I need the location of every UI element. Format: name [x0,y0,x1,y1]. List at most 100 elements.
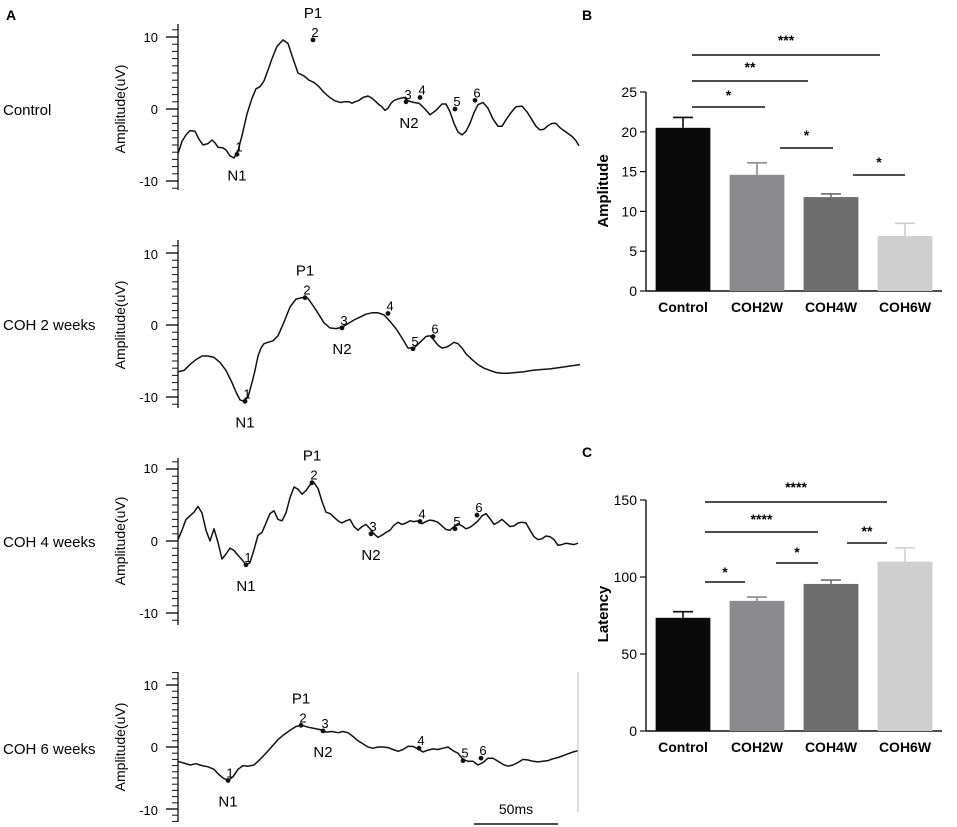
row-label: COH 4 weeks [3,534,96,551]
peak-marker [234,151,240,157]
peak-marker [320,728,326,734]
peak-component-label: P1 [292,690,310,707]
y-tick-label: -10 [139,174,158,189]
peak-marker [460,758,466,764]
y-axis-label: Latency [595,585,612,642]
y-tick-label: 100 [614,569,638,585]
peak-component-label: P1 [304,5,322,22]
x-tick-label: Control [658,299,708,315]
bar [877,236,933,291]
y-axis-label: Amplitude(uV) [112,281,128,370]
bar [655,617,711,731]
y-axis-label: Amplitude [595,154,612,227]
x-tick-label: COH2W [731,739,784,755]
peak-marker [368,531,374,537]
y-tick-label: 50 [621,646,637,662]
y-axis-label: Amplitude(uV) [112,703,128,792]
y-tick-label: -10 [139,606,158,621]
significance-label: **** [751,511,773,527]
peak-component-label: N2 [361,547,380,564]
waveform-panel-coh-6-weeks: COH 6 weeks Amplitude(uV) 10 0 -10 12 345… [3,672,579,822]
peak-number-label: 6 [475,500,482,515]
x-tick-label: COH2W [731,299,784,315]
peak-marker [403,99,409,105]
y-tick-label: 10 [144,678,158,693]
y-tick-label: 0 [151,318,158,333]
panel-label-b: B [582,7,592,23]
significance-label: * [722,564,728,580]
y-tick-label: -10 [139,390,158,405]
y-tick-label: 25 [621,84,637,100]
y-tick-label: 10 [144,30,158,45]
peak-number-label: 4 [418,82,425,97]
peak-number-label: 3 [340,313,347,328]
peak-marker [385,311,391,316]
peak-marker [309,480,315,486]
peak-number-label: 5 [411,334,418,349]
peak-number-label: 2 [311,25,318,40]
significance-label: **** [785,479,807,495]
peak-number-label: 2 [303,283,310,298]
peak-component-label: N1 [236,578,255,595]
significance-label: * [726,87,732,103]
peak-component-label: N2 [399,115,418,132]
peak-marker [242,398,248,404]
y-tick-label: 150 [614,492,638,508]
significance-label: ** [862,523,873,539]
peak-marker [417,95,423,100]
row-label: COH 2 weeks [3,317,96,334]
peak-component-label: N1 [227,167,246,184]
y-tick-label: 20 [621,124,637,140]
peak-number-label: 4 [417,733,424,748]
peak-marker [478,755,484,761]
peak-marker [416,745,422,751]
peak-number-label: 1 [244,550,251,565]
peak-number-label: 6 [431,322,438,337]
peak-number-label: 2 [310,468,317,483]
y-axis-label: Amplitude(uV) [112,65,128,154]
bar [803,197,859,291]
peak-number-label: 2 [299,710,306,725]
y-tick-label: -10 [139,803,158,818]
significance-label: * [876,154,882,170]
significance-label: * [794,544,800,560]
y-axis-label: Amplitude(uV) [112,497,128,586]
peak-marker [430,334,436,339]
peak-number-label: 1 [226,765,233,780]
peak-number-label: 5 [453,514,460,529]
significance-label: ** [745,59,756,75]
peak-number-label: 3 [369,519,376,534]
peak-number-label: 5 [453,94,460,109]
peak-component-label: N1 [235,414,254,431]
peak-number-label: 6 [479,743,486,758]
bar [729,174,785,291]
peak-number-label: 5 [461,746,468,761]
peak-marker [417,519,423,524]
peak-marker [298,722,304,728]
bar [655,127,711,291]
significance-label: * [804,127,810,143]
peak-number-label: 1 [235,139,242,154]
panel-label-a: A [6,7,16,23]
x-tick-label: COH6W [879,299,932,315]
y-tick-label: 15 [621,164,637,180]
peak-number-label: 4 [386,298,393,313]
waveform-panel-coh-2-weeks: COH 2 weeks Amplitude(uV) 10 0 -10 1 2 3 4 5… [3,240,581,431]
y-tick-label: 0 [151,534,158,549]
y-tick-label: 10 [621,203,637,219]
y-tick-label: 0 [629,723,637,739]
y-tick-label: 10 [144,461,158,476]
y-tick-label: 5 [629,243,637,259]
peak-marker [474,512,480,518]
panel-label-c: C [582,444,592,460]
bar [729,600,785,731]
peak-component-label: N2 [313,744,332,761]
peak-marker [410,346,416,352]
peak-marker [243,562,249,568]
peak-marker [452,526,458,532]
peak-marker [472,97,478,103]
peak-number-label: 1 [243,386,250,401]
waveform-trace [177,39,580,159]
peak-component-label: P1 [296,263,314,280]
peak-component-label: N2 [332,341,351,358]
